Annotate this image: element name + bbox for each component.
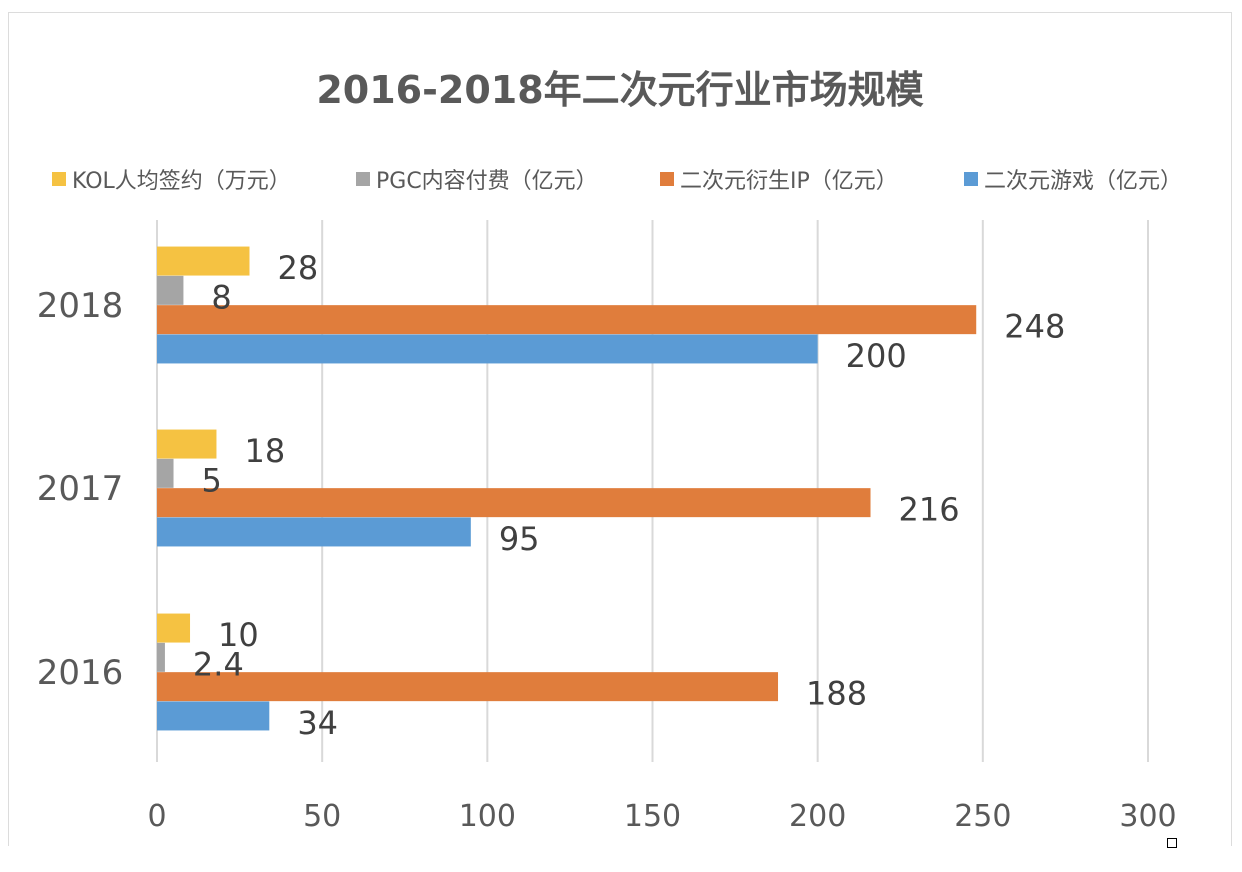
bar-2017-series-2 <box>157 488 871 518</box>
data-label-2017-series-0: 18 <box>244 432 285 470</box>
x-tick-label: 250 <box>954 799 1011 834</box>
legend-swatch-2 <box>660 172 674 186</box>
data-labels: 10 18 28 2.4 5 8 188 216 248 34 95 200 <box>193 249 1065 742</box>
data-label-2017-series-1: 5 <box>202 461 222 499</box>
data-label-2016-series-1: 2.4 <box>193 645 244 683</box>
data-label-2018-series-1: 8 <box>211 278 231 316</box>
legend-label-3: 二次元游戏（亿元） <box>984 169 1182 194</box>
legend-label-1: PGC内容付费（亿元） <box>376 169 598 194</box>
x-tick-label: 300 <box>1119 799 1176 834</box>
legend-swatch-0 <box>52 172 66 186</box>
category-label-2018: 2018 <box>37 286 124 326</box>
data-label-2018-series-2: 248 <box>1004 308 1065 346</box>
x-tick-label: 50 <box>303 799 341 834</box>
data-label-2017-series-3: 95 <box>499 520 540 558</box>
bar-2018-series-2 <box>157 305 977 335</box>
category-label-2016: 2016 <box>37 653 124 693</box>
axes: 0 50 100 150 200 250 300 2016 2017 2018 <box>37 286 1177 834</box>
data-label-2018-series-3: 200 <box>846 337 907 375</box>
legend-label-2: 二次元衍生IP（亿元） <box>680 169 898 194</box>
x-tick-label: 100 <box>459 799 516 834</box>
x-tick-label: 0 <box>147 799 166 834</box>
bar-2016-series-2 <box>157 672 779 702</box>
bars <box>157 246 977 731</box>
bar-2017-series-0 <box>157 429 217 459</box>
legend-label-0: KOL人均签约（万元） <box>72 169 291 194</box>
bar-2018-series-0 <box>157 246 250 276</box>
data-label-2016-series-2: 188 <box>806 675 867 713</box>
legend-swatch-3 <box>964 172 978 186</box>
bar-2018-series-3 <box>157 334 818 364</box>
data-label-2016-series-0: 10 <box>218 616 259 654</box>
data-label-2016-series-3: 34 <box>297 704 338 742</box>
bar-2018-series-1 <box>157 275 184 305</box>
bar-2017-series-1 <box>157 458 174 488</box>
category-label-2017: 2017 <box>37 469 124 509</box>
bar-2017-series-3 <box>157 517 471 547</box>
bar-2016-series-0 <box>157 613 191 643</box>
legend-swatch-1 <box>356 172 370 186</box>
x-tick-label: 200 <box>789 799 846 834</box>
bar-2016-series-1 <box>157 642 165 672</box>
bar-2016-series-3 <box>157 701 270 731</box>
legend: KOL人均签约（万元） PGC内容付费（亿元） 二次元衍生IP（亿元） 二次元游戏（亿… <box>52 169 1182 194</box>
chart-title: 2016-2018年二次元行业市场规模 <box>316 68 923 112</box>
x-tick-label: 150 <box>624 799 681 834</box>
corner-square <box>1167 838 1177 848</box>
data-label-2017-series-2: 216 <box>899 491 960 529</box>
data-label-2018-series-0: 28 <box>277 249 318 287</box>
